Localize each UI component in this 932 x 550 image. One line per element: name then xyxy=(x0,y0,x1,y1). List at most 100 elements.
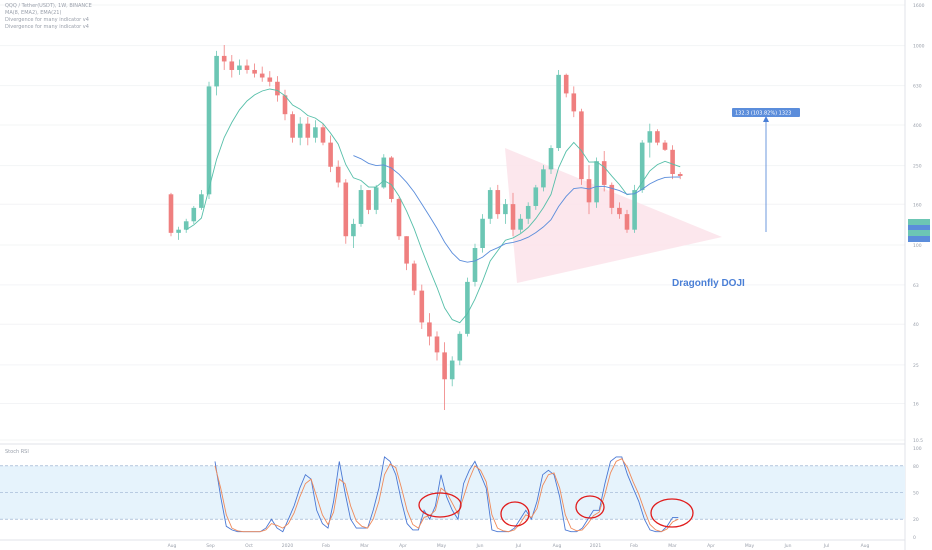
candle-body xyxy=(647,131,653,143)
candle xyxy=(305,117,311,146)
candle-body xyxy=(662,142,668,150)
candle xyxy=(351,218,356,249)
time-tick-label: Aug xyxy=(168,543,177,549)
candle xyxy=(290,111,295,143)
candle-body xyxy=(214,55,219,87)
chart-legend: QQQ / Tether(USDT), 1W, BINANCE MA(8, EM… xyxy=(5,3,92,31)
candle xyxy=(662,140,668,152)
candle-body xyxy=(282,95,288,115)
candle-body xyxy=(419,290,425,323)
candle-body xyxy=(548,148,554,170)
candle xyxy=(244,59,250,74)
candle xyxy=(647,123,653,158)
time-tick-label: Aug xyxy=(553,543,562,549)
candle-body xyxy=(297,123,303,138)
candle-body xyxy=(411,263,417,291)
candle-body xyxy=(305,123,311,138)
candle xyxy=(556,69,561,152)
chart-annotations: Dragonfly DOJI 132.3 (103.82%) 1323 xyxy=(672,108,930,289)
candle xyxy=(434,331,440,361)
time-tick-label: Jul xyxy=(823,543,829,549)
candle-body xyxy=(168,194,174,233)
candle xyxy=(358,184,364,227)
candle-body xyxy=(199,194,204,208)
oversold-circle xyxy=(575,495,605,519)
candle xyxy=(541,165,546,192)
candle-body xyxy=(594,161,599,203)
divergence-line-2: Divergence for many indicator v4 xyxy=(5,24,89,30)
price-tick-label: 16 xyxy=(913,402,919,408)
oversold-circle xyxy=(418,492,462,518)
candle xyxy=(168,192,174,237)
candle-body xyxy=(229,61,235,70)
candle xyxy=(677,172,683,180)
price-axis-tag xyxy=(908,225,930,231)
candle xyxy=(259,66,265,82)
candle xyxy=(655,129,660,146)
candle xyxy=(601,151,607,192)
candle-body xyxy=(275,81,280,96)
candle xyxy=(282,89,288,121)
candle xyxy=(563,73,569,98)
candle-body xyxy=(221,55,227,62)
price-tick-label: 10.5 xyxy=(913,438,923,444)
candle-body xyxy=(206,86,212,195)
candle-body xyxy=(472,248,478,282)
slow-ema-line xyxy=(353,155,681,263)
symbol-line: QQQ / Tether(USDT), 1W, BINANCE xyxy=(5,3,92,9)
candle xyxy=(579,108,584,185)
time-tick-label: Aug xyxy=(861,543,870,549)
candle xyxy=(313,120,318,143)
candle xyxy=(199,190,204,210)
candle xyxy=(176,226,181,240)
candle-body xyxy=(313,127,318,138)
candle-body xyxy=(525,205,531,219)
stoch-tick-label: 0 xyxy=(913,535,916,541)
candle xyxy=(381,154,387,189)
time-tick-label: Apr xyxy=(399,543,407,549)
stoch-tick-label: 50 xyxy=(913,491,919,497)
time-tick-label: Jun xyxy=(475,543,483,549)
time-tick-label: Mar xyxy=(360,543,369,549)
candle xyxy=(275,76,280,102)
candle xyxy=(427,313,432,346)
price-tick-label: 100 xyxy=(913,243,922,249)
symmetrical-triangle-pattern xyxy=(505,148,722,283)
candle-body xyxy=(320,127,326,143)
candle-body xyxy=(328,142,333,167)
time-tick-label: 2021 xyxy=(590,543,602,549)
candle-body xyxy=(290,114,295,138)
candle-body xyxy=(427,322,432,337)
price-tick-label: 160 xyxy=(913,202,922,208)
time-tick-label: Oct xyxy=(245,543,253,549)
candle-body xyxy=(358,190,364,224)
candle xyxy=(221,45,227,70)
candle xyxy=(480,214,485,253)
ma-line: MA(8, EMA2), EMA(21) xyxy=(5,10,62,16)
candle xyxy=(252,63,257,78)
candle xyxy=(335,160,341,188)
candle xyxy=(297,117,303,146)
candle xyxy=(525,202,531,224)
candle-body xyxy=(259,73,265,78)
price-tick-label: 25 xyxy=(913,363,919,369)
candle-body xyxy=(639,142,645,191)
candle xyxy=(396,197,402,240)
candle-body xyxy=(335,166,341,183)
candle xyxy=(389,156,394,203)
candle-body xyxy=(480,218,485,249)
candle xyxy=(617,202,622,219)
candle xyxy=(229,55,235,78)
stoch-k-line xyxy=(214,456,679,533)
candle-body xyxy=(381,157,387,188)
candle xyxy=(457,331,463,366)
candlestick-series xyxy=(168,45,683,410)
candle xyxy=(373,184,379,215)
price-tick-label: 630 xyxy=(913,84,922,90)
candle-body xyxy=(617,207,622,215)
candle-body xyxy=(389,157,394,199)
candle-body xyxy=(518,218,523,230)
time-axis: Aug Sep Oct 2020 Feb Mar Apr May Jun Jul Aug 2021 Fe… xyxy=(168,543,870,549)
